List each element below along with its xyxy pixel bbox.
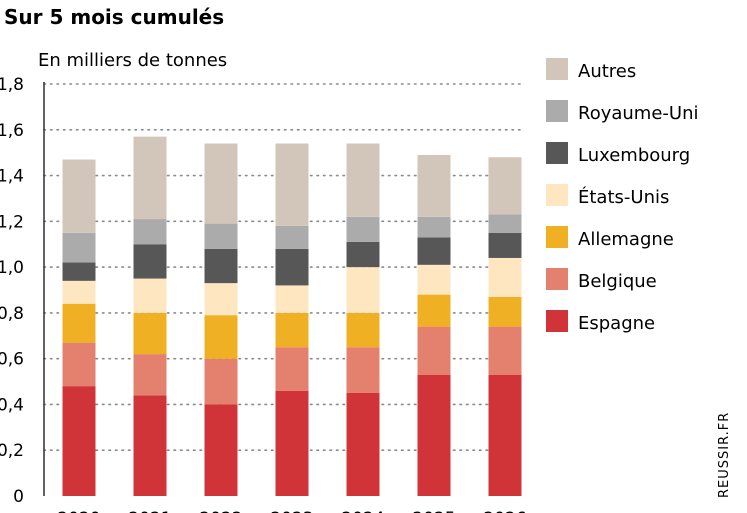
legend-swatch [546,142,568,164]
y-tick-label: 0,8 [0,304,24,324]
bar-segment-autres [204,143,238,224]
bar-segment-royaume-uni [133,219,167,245]
bar-segment-belgique [133,354,167,396]
legend-label: Autres [578,61,636,82]
legend-swatch [546,100,568,122]
x-tick-label: 2023 [270,509,313,513]
legend: Autres Royaume-Uni Luxembourg États-Unis All… [546,58,699,334]
x-tick-label: 2024 [341,509,384,513]
bar-segment--tats-unis [346,267,380,313]
bar-segment-luxembourg [275,248,309,286]
bar-segment-autres [346,143,380,217]
legend-label: Belgique [578,271,657,292]
x-tick-label: 2021 [128,509,171,513]
bar-segment-belgique [488,326,522,375]
chart-title: Sur 5 mois cumulés [4,5,224,29]
source-label: REUSSIR.FR [717,412,732,498]
bar-segment--tats-unis [133,278,167,313]
bar-segment-belgique [275,347,309,391]
legend-swatch [546,268,568,290]
bar-segment--tats-unis [417,264,451,295]
bar-segment-espagne [275,390,309,496]
legend-label: États-Unis [578,186,669,208]
legend-swatch [546,226,568,248]
legend-label: Luxembourg [578,145,690,166]
bar-segment-autres [133,136,167,220]
bar-segment--tats-unis [488,257,522,297]
bar-segment-luxembourg [133,244,167,279]
bar-segment-allemagne [204,315,238,359]
bar-segment-belgique [346,347,380,393]
bar-segment-allemagne [488,296,522,327]
y-tick-label: 1,8 [0,75,24,95]
bar-segment-allemagne [346,312,380,348]
bar-segment-espagne [417,374,451,496]
legend-swatch [546,58,568,80]
bar-segment-espagne [62,386,96,496]
bar-segment-belgique [204,358,238,405]
y-tick-label: 1,6 [0,121,24,141]
bar-segment-luxembourg [488,232,522,258]
bar-segment-royaume-uni [275,225,309,249]
bar-segment-luxembourg [62,262,96,281]
bar-segment-espagne [133,395,167,496]
bar-segment-autres [275,143,309,226]
bar-segment--tats-unis [204,283,238,316]
bar-segment-autres [417,154,451,217]
y-tick-label: 0,2 [0,441,24,461]
x-tick-label: 2020 [57,509,100,513]
bar-segment-allemagne [62,303,96,343]
bar-segment-luxembourg [204,248,238,284]
y-axis-ticks: 0 0,2 0,4 0,6 0,8 1,0 1,2 1,4 1,6 1,8 [0,75,45,507]
legend-label: Royaume-Uni [578,103,699,124]
x-tick-label: 2025 [412,509,455,513]
bar-segment--tats-unis [275,285,309,313]
y-tick-label: 0,4 [0,395,24,415]
y-tick-label: 0,6 [0,350,24,370]
bar-segment-espagne [488,374,522,496]
bar-segment-belgique [417,326,451,375]
y-tick-label: 1,0 [0,258,24,278]
bar-segment-autres [62,159,96,233]
bar-segment-royaume-uni [346,216,380,242]
x-axis-ticks: 2020 2021 2022 2023 2024 2025 2026 [57,509,526,513]
legend-swatch [546,184,568,206]
bar-segment-royaume-uni [204,223,238,249]
bar-segment-espagne [204,404,238,496]
bar-segment-royaume-uni [417,216,451,238]
bar-segment-belgique [62,342,96,387]
y-tick-label: 1,2 [0,212,24,232]
bar-segment-allemagne [275,312,309,348]
y-tick-label: 0 [13,487,24,507]
bar-segment--tats-unis [62,280,96,304]
bar-segment-allemagne [133,312,167,355]
bar-segment-luxembourg [417,237,451,265]
y-tick-label: 1,4 [0,167,24,187]
bar-segment-espagne [346,393,380,496]
legend-label: Espagne [578,313,655,334]
bar-segment-royaume-uni [62,232,96,263]
bar-segment-royaume-uni [488,214,522,233]
legend-label: Allemagne [578,229,674,250]
legend-swatch [546,310,568,332]
x-tick-label: 2026 [483,509,526,513]
bar-segment-autres [488,157,522,215]
bar-segment-allemagne [417,294,451,327]
x-tick-label: 2022 [199,509,242,513]
y-axis-unit-label: En milliers de tonnes [38,50,227,71]
bar-segment-luxembourg [346,241,380,268]
bars [62,136,522,496]
